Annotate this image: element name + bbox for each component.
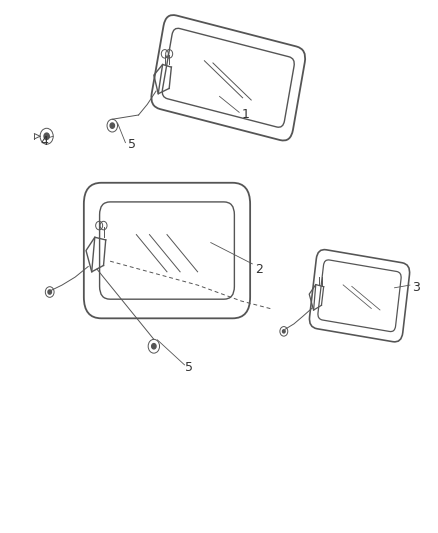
Text: 1: 1 — [241, 109, 249, 122]
Text: 4: 4 — [40, 135, 48, 148]
Text: 5: 5 — [184, 361, 192, 374]
Circle shape — [44, 133, 49, 140]
Text: 5: 5 — [128, 138, 136, 151]
Circle shape — [110, 123, 114, 128]
Text: 2: 2 — [254, 263, 262, 276]
Circle shape — [282, 330, 285, 333]
Text: 3: 3 — [412, 281, 420, 294]
Circle shape — [48, 290, 51, 294]
Circle shape — [151, 344, 155, 349]
